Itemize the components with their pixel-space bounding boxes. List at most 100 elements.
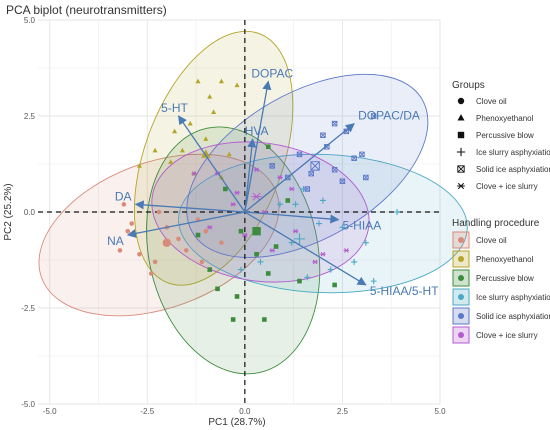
y-tick-label: -5.0: [21, 400, 35, 409]
y-tick-label: 0.0: [24, 208, 36, 217]
data-point: [117, 248, 123, 253]
x-tick-label: 0.0: [239, 407, 251, 416]
x-axis-label: PC1 (28.7%): [208, 417, 265, 428]
data-point: [265, 144, 271, 150]
loading-label: 5-HIAA: [343, 219, 382, 233]
data-point: [191, 171, 197, 176]
legend-groups-item: Percussive blow: [457, 131, 534, 140]
loading-arrow: [244, 138, 257, 213]
legend-handling-title: Handling procedure: [452, 218, 540, 229]
legend-groups-item: Ice slurry asphyxiation: [456, 147, 550, 157]
data-point: [152, 259, 158, 265]
legend-item-label: Solid ice asphyxiation: [476, 165, 550, 174]
legend-key-dot: [458, 332, 464, 338]
legend-item-label: Clove oil: [476, 236, 507, 245]
data-point: [207, 267, 213, 272]
data-point: [304, 186, 311, 192]
data-point: [187, 120, 193, 126]
x-tick-label: -2.5: [140, 407, 154, 416]
legend-key-shape: [457, 114, 465, 121]
data-point: [230, 202, 236, 207]
data-point: [296, 151, 303, 158]
legend-key-shape: [457, 182, 465, 190]
group-centroid: [162, 238, 171, 247]
data-point: [253, 167, 260, 173]
data-point: [172, 128, 178, 134]
data-point: [218, 78, 224, 84]
data-point: [156, 209, 162, 215]
data-point: [327, 266, 334, 273]
data-point: [292, 201, 299, 208]
data-point: [285, 198, 291, 203]
legend-item-label: Phenoxyethanol: [476, 114, 534, 123]
data-point: [203, 228, 209, 234]
data-point: [319, 197, 326, 204]
data-point: [269, 163, 275, 169]
legend-item-label: Clove + ice slurry: [476, 331, 538, 340]
data-point: [254, 251, 259, 257]
data-point: [276, 201, 283, 208]
loading-label: DOPAC/DA: [358, 109, 420, 123]
data-point: [234, 294, 240, 299]
legend-handling-item: Solid ice asphyxiation: [452, 307, 550, 325]
legend-key-shape: [457, 97, 465, 105]
data-point: [230, 317, 236, 322]
plot-panel: -5.0 -2.5 0.0 2.5 5.0 5.0 2.5 0.0 -2.5 -5.0 DOPAC D…: [21, 16, 468, 416]
legend-groups: Groups Clove oil Phenoxyethanol Percussive…: [452, 80, 550, 191]
data-point: [219, 240, 224, 246]
legend-key-shape: [457, 131, 465, 139]
data-point: [339, 178, 346, 185]
data-point: [199, 259, 205, 265]
loading-arrow: [244, 211, 340, 224]
loading-arrow: [134, 200, 245, 213]
confidence-ellipse: [38, 153, 280, 317]
data-point: [273, 244, 279, 249]
data-point: [262, 317, 267, 322]
data-point: [215, 286, 220, 292]
legend-key-shape: [457, 165, 465, 173]
legend-groups-item: Solid ice asphyxiation: [457, 165, 550, 174]
group-centroid: [201, 149, 211, 158]
loading-arrow: [244, 80, 272, 213]
loading-label: DA: [115, 189, 132, 203]
data-point: [277, 175, 283, 180]
data-point: [234, 190, 240, 196]
data-point: [195, 78, 201, 84]
legend-item-label: Phenoxyethanol: [476, 255, 534, 264]
data-point: [288, 186, 295, 192]
confidence-ellipse: [151, 141, 370, 283]
data-point: [234, 82, 240, 88]
data-point: [370, 278, 377, 285]
data-point: [137, 251, 142, 257]
data-point: [195, 232, 201, 238]
data-point: [297, 278, 302, 284]
data-point: [308, 170, 314, 177]
data-point: [238, 228, 244, 234]
loading-arrow: [177, 115, 246, 213]
legend-groups-item: Clove oil: [457, 97, 507, 106]
data-point: [320, 132, 326, 138]
loading-label: 5-HIAA/5-HT: [370, 284, 439, 298]
data-point: [265, 271, 271, 276]
data-point: [211, 109, 217, 114]
legend-item-label: Percussive blow: [476, 274, 534, 283]
legend-key-dot: [458, 294, 464, 300]
legend-item-label: Percussive blow: [476, 131, 534, 140]
data-point: [121, 202, 127, 207]
legend-item-label: Clove oil: [476, 97, 507, 106]
data-point: [148, 271, 154, 276]
x-tick-label: 5.0: [434, 407, 446, 416]
data-point: [339, 224, 346, 231]
data-point: [316, 220, 322, 227]
data-point: [331, 167, 338, 173]
data-point: [332, 282, 337, 288]
chart-title: PCA biplot (neurotransmitters): [6, 3, 167, 17]
confidence-ellipse: [133, 30, 294, 286]
data-point: [168, 159, 174, 164]
y-axis-label: PC2 (25.2%): [3, 183, 14, 240]
data-point: [351, 258, 358, 265]
legend-handling-item: Clove oil: [452, 231, 507, 249]
data-point: [223, 186, 228, 192]
data-point: [125, 228, 131, 234]
